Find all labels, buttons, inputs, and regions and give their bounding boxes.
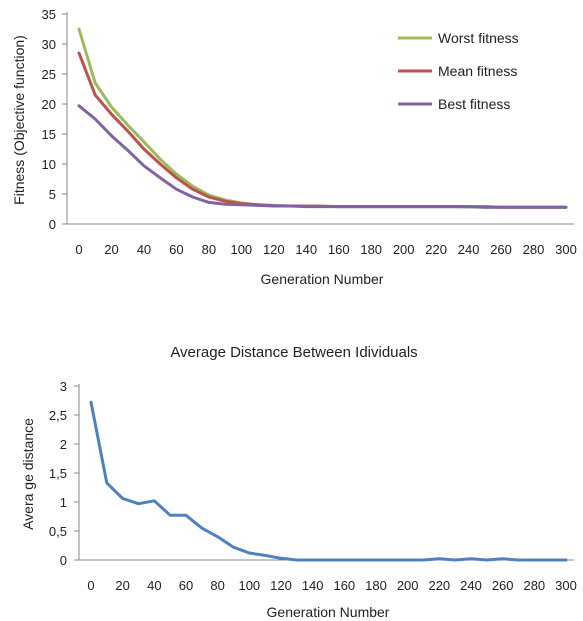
distance-x-tick-label: 200 <box>397 578 419 593</box>
fitness-y-tick-label: 20 <box>42 97 56 112</box>
distance-x-tick-label: 260 <box>492 578 514 593</box>
distance-x-tick-label: 220 <box>428 578 450 593</box>
distance-x-tick-label: 280 <box>523 578 545 593</box>
distance-x-tick-label: 60 <box>179 578 193 593</box>
fitness-x-tick-label: 160 <box>328 242 350 257</box>
fitness-y-tick-label: 30 <box>42 37 56 52</box>
distance-x-axis-title: Generation Number <box>267 604 390 620</box>
fitness-y-tick-label: 10 <box>42 157 56 172</box>
distance-y-tick-label: 3 <box>60 379 67 394</box>
fitness-y-tick-label: 35 <box>42 7 56 22</box>
fitness-x-axis-title: Generation Number <box>261 271 384 287</box>
fitness-x-tick-label: 0 <box>75 242 82 257</box>
fitness-x-tick-label: 180 <box>360 242 382 257</box>
distance-x-tick-label: 120 <box>270 578 292 593</box>
distance-x-tick-label: 300 <box>555 578 577 593</box>
fitness-y-tick-label: 0 <box>49 217 56 232</box>
distance-series-line-0 <box>89 400 568 562</box>
distance-x-tick-label: 80 <box>210 578 224 593</box>
distance-x-tick-label: 40 <box>147 578 161 593</box>
legend-label-best: Best fitness <box>438 96 510 112</box>
distance-y-tick-label: 0,5 <box>49 524 67 539</box>
distance-x-tick-label: 160 <box>333 578 355 593</box>
distance-x-tick-label: 140 <box>302 578 324 593</box>
distance-y-tick-label: 0 <box>60 553 67 568</box>
distance-axes <box>74 384 574 561</box>
distance-x-tick-label: 240 <box>460 578 482 593</box>
fitness-x-tick-label: 220 <box>425 242 447 257</box>
fitness-series-line-2 <box>77 104 568 209</box>
fitness-x-tick-label: 60 <box>169 242 183 257</box>
distance-x-tick-label: 180 <box>365 578 387 593</box>
fitness-series-line-0 <box>77 27 568 209</box>
distance-y-tick-label: 1 <box>60 495 67 510</box>
fitness-x-tick-label: 20 <box>104 242 118 257</box>
fitness-y-axis-title: Fitness (Objective function) <box>11 35 27 205</box>
fitness-x-tick-label: 200 <box>393 242 415 257</box>
distance-x-tick-label: 20 <box>115 578 129 593</box>
legend-label-worst: Worst fitness <box>438 30 519 46</box>
fitness-y-tick-label: 25 <box>42 67 56 82</box>
distance-chart-title: Average Distance Between Idividuals <box>170 344 417 361</box>
fitness-x-tick-label: 260 <box>490 242 512 257</box>
fitness-axes <box>62 12 574 225</box>
distance-y-axis-ticks: 0 0,5 1 1,5 2 2,5 3 <box>49 379 67 568</box>
distance-x-tick-label: 0 <box>87 578 94 593</box>
distance-chart: Average Distance Between Idividuals 0 0,5… <box>20 344 577 620</box>
distance-x-tick-label: 100 <box>238 578 260 593</box>
fitness-x-tick-label: 40 <box>137 242 151 257</box>
fitness-y-tick-label: 15 <box>42 127 56 142</box>
fitness-x-tick-label: 100 <box>230 242 252 257</box>
legend-label-mean: Mean fitness <box>438 63 517 79</box>
fitness-series <box>77 27 568 209</box>
fitness-x-tick-label: 300 <box>555 242 577 257</box>
fitness-x-tick-label: 280 <box>523 242 545 257</box>
fitness-x-axis-ticks: 0 20 40 60 80 100 120 140 160 180 200 220 240 260 280 3… <box>75 242 576 257</box>
distance-x-axis-ticks: 0 20 40 60 80 100 120 140 160 180 200 220 240 260 280 3… <box>87 578 576 593</box>
distance-y-tick-label: 2,5 <box>49 408 67 423</box>
fitness-chart: 0 5 10 15 20 25 30 35 0 20 40 60 80 100 120 140 160 180 2… <box>11 7 577 287</box>
fitness-y-axis-ticks: 0 5 10 15 20 25 30 35 <box>42 7 56 232</box>
distance-y-tick-label: 2 <box>60 437 67 452</box>
fitness-x-tick-label: 240 <box>458 242 480 257</box>
fitness-x-tick-label: 140 <box>295 242 317 257</box>
distance-series <box>89 400 568 562</box>
fitness-y-tick-label: 5 <box>49 187 56 202</box>
fitness-x-tick-label: 120 <box>263 242 285 257</box>
distance-y-tick-label: 1,5 <box>49 466 67 481</box>
fitness-x-tick-label: 80 <box>202 242 216 257</box>
distance-y-axis-title: Avera ge distance <box>20 418 36 530</box>
fitness-legend: Worst fitness Mean fitness Best fitness <box>398 30 519 112</box>
